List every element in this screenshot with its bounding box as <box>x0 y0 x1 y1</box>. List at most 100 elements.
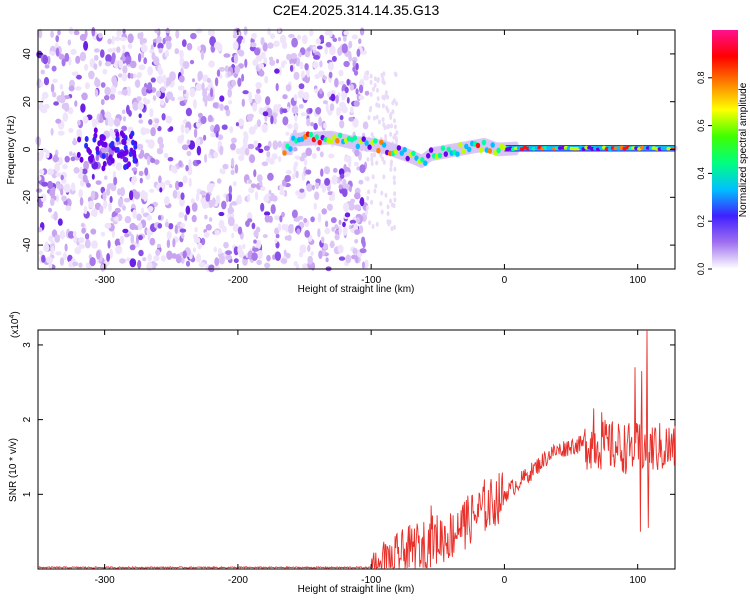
noise-blob <box>235 197 243 205</box>
noise-blob <box>116 46 121 53</box>
noise-blob <box>113 117 121 127</box>
noise-blob <box>361 236 366 246</box>
noise-blob <box>214 229 221 236</box>
noise-blob <box>238 154 245 161</box>
noise-blob <box>165 40 172 50</box>
noise-blob <box>186 139 191 146</box>
noise-blob <box>235 148 242 155</box>
noise-blob <box>129 60 137 69</box>
signal-blob <box>335 138 340 144</box>
noise-blob <box>210 132 217 138</box>
noise-blob <box>142 97 147 103</box>
noise-blob <box>266 151 271 158</box>
noise-blob <box>335 94 339 104</box>
noise-blob <box>280 258 288 264</box>
noise-blob <box>232 181 237 187</box>
noise-blob <box>84 142 89 149</box>
noise-blob <box>181 232 185 239</box>
noise-blob <box>80 222 85 228</box>
noise-blob <box>106 183 114 190</box>
noise-blob <box>47 55 51 65</box>
noise-blob <box>115 136 120 143</box>
noise-blob <box>175 180 180 191</box>
noise-blob <box>60 174 64 181</box>
noise-blob <box>40 108 48 114</box>
noise-blob <box>132 101 139 111</box>
noise-blob <box>189 59 195 65</box>
noise-blob <box>129 244 136 251</box>
noise-blob <box>296 34 302 40</box>
noise-blob <box>209 183 216 188</box>
noise-blob <box>393 191 397 197</box>
noise-blob <box>133 73 137 79</box>
noise-blob <box>260 202 265 212</box>
noise-blob <box>167 157 174 162</box>
noise-blob <box>100 231 106 237</box>
noise-blob <box>267 42 274 49</box>
noise-blob <box>128 110 132 117</box>
noise-blob <box>164 221 169 228</box>
noise-blob <box>251 252 258 261</box>
noise-blob <box>196 145 202 156</box>
noise-blob <box>364 259 369 269</box>
noise-blob <box>259 180 263 187</box>
noise-blob <box>383 125 387 131</box>
noise-blob <box>59 84 64 90</box>
noise-blob <box>107 117 115 127</box>
noise-blob <box>68 127 74 133</box>
noise-blob <box>280 60 285 69</box>
colorbar-tick-label: 0.4 <box>696 167 706 180</box>
noise-blob <box>249 154 256 164</box>
noise-blob <box>219 145 224 156</box>
noise-blob <box>179 49 184 60</box>
noise-blob <box>213 246 218 253</box>
noise-blob <box>156 75 164 84</box>
noise-blob <box>149 188 155 193</box>
noise-blob <box>359 164 366 174</box>
noise-blob <box>138 64 146 71</box>
noise-blob <box>67 107 74 115</box>
noise-blob <box>204 153 208 163</box>
noise-blob <box>302 77 308 82</box>
noise-blob <box>139 36 144 46</box>
noise-blob <box>312 152 317 160</box>
noise-blob <box>313 55 320 60</box>
signal-blob <box>355 143 360 150</box>
noise-blob <box>180 223 186 228</box>
noise-blob <box>174 224 178 234</box>
noise-blob <box>265 157 273 163</box>
noise-blob <box>392 98 396 104</box>
noise-blob <box>223 241 229 249</box>
signal-blob <box>475 142 481 149</box>
noise-blob <box>321 184 327 193</box>
noise-blob <box>256 259 262 265</box>
noise-blob <box>119 235 125 245</box>
noise-blob <box>53 101 59 106</box>
noise-blob <box>315 107 322 115</box>
noise-blob <box>384 192 388 198</box>
noise-blob <box>329 45 336 56</box>
noise-blob <box>166 239 171 249</box>
noise-blob <box>143 57 148 65</box>
noise-blob <box>255 88 261 94</box>
noise-blob <box>35 188 43 193</box>
noise-blob <box>386 211 390 217</box>
noise-blob <box>272 116 277 125</box>
snr-multiplier-exp: 4 <box>9 315 16 319</box>
noise-blob <box>302 91 310 101</box>
noise-blob <box>351 254 357 260</box>
noise-blob <box>63 183 71 193</box>
noise-blob <box>230 201 238 206</box>
noise-blob <box>72 137 77 146</box>
noise-blob <box>244 58 248 68</box>
noise-blob <box>305 169 312 175</box>
noise-blob <box>221 169 226 175</box>
noise-blob <box>287 234 292 242</box>
noise-blob <box>382 80 386 86</box>
noise-blob <box>307 244 311 252</box>
noise-blob <box>370 132 374 138</box>
noise-blob <box>382 71 386 77</box>
noise-blob <box>304 230 311 238</box>
noise-blob <box>96 250 101 260</box>
noise-blob <box>165 115 173 124</box>
